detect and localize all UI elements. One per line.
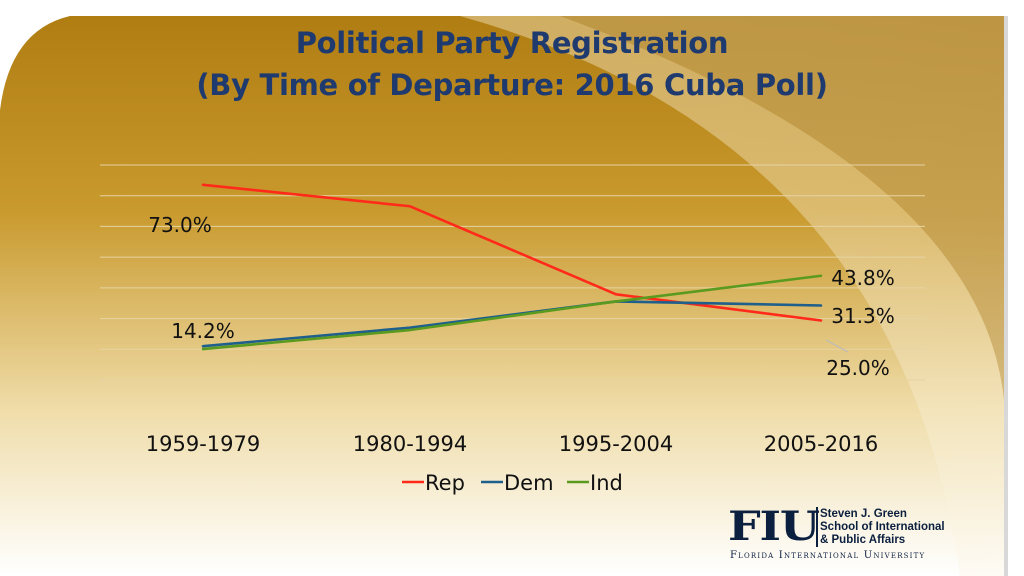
logo-divider: [816, 507, 818, 547]
x-tick-label: 2005-2016: [764, 432, 878, 456]
data-label-dem-0: 14.2%: [171, 319, 235, 343]
data-label-rep-1: 73.0%: [148, 213, 212, 237]
chart-title: Political Party Registration: [295, 26, 729, 60]
data-label-dem-3: 31.3%: [831, 304, 895, 328]
logo-line-3: & Public Affairs: [820, 534, 906, 546]
legend-label-ind: Ind: [590, 471, 623, 495]
legend: Rep Dem Ind: [402, 471, 623, 495]
x-tick-label: 1959-1979: [146, 432, 260, 456]
data-labels: 73.0% 25.0% 14.2% 31.3% 43.8%: [148, 213, 895, 380]
fiu-logo: FIU Steven J. Green School of Internatio…: [728, 503, 960, 562]
x-tick-label: 1980-1994: [353, 432, 467, 456]
chart-subtitle: (By Time of Departure: 2016 Cuba Poll): [196, 68, 828, 102]
series-line-rep: [201, 183, 823, 322]
data-label-ind-3: 43.8%: [831, 266, 895, 290]
fiu-wordmark: FIU: [728, 503, 820, 550]
leader-line: [825, 339, 849, 353]
legend-label-dem: Dem: [504, 471, 554, 495]
logo-line-1: Steven J. Green: [820, 508, 907, 520]
logo-line-2: School of International: [820, 521, 945, 533]
series-lines: [201, 183, 823, 351]
series-line-ind: [201, 274, 823, 351]
x-axis-tick-labels: 1959-1979 1980-1994 1995-2004 2005-2016: [146, 432, 878, 456]
logo-university: Florida International University: [730, 550, 926, 561]
gridlines: [100, 164, 925, 381]
data-label-rep-3: 25.0%: [826, 356, 890, 380]
x-tick-label: 1995-2004: [559, 432, 673, 456]
legend-label-rep: Rep: [425, 471, 465, 495]
